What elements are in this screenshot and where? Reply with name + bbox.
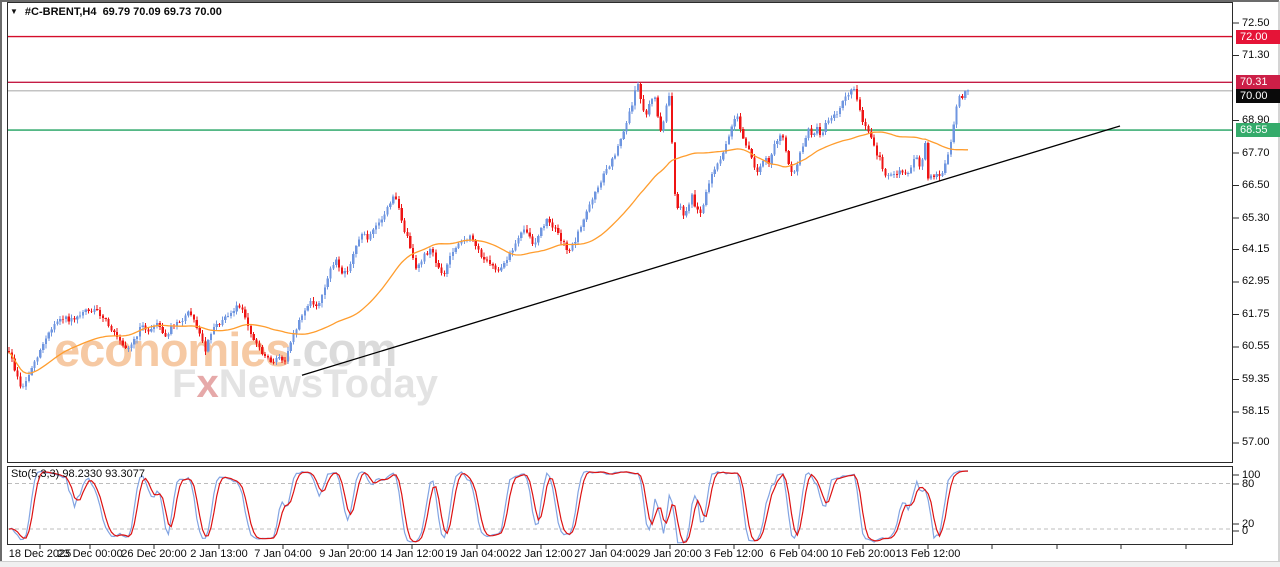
moving-average-line [8, 131, 968, 375]
sto-k-line [8, 470, 969, 544]
bottom-window-strip [0, 561, 1280, 567]
watermark-brand-text: economies [54, 323, 292, 376]
symbol-name: #C-BRENT,H4 [24, 6, 97, 18]
stochastic-indicator-label: Sto(5,3,3) 98.2330 93.3077 [11, 468, 145, 480]
chart-title-row: ▼ #C-BRENT,H4 69.79 70.09 69.73 70.00 [10, 6, 222, 18]
ascending-trendline[interactable] [301, 125, 1121, 376]
watermark-sub-post: NewsToday [218, 362, 439, 406]
axis-ticks [39, 22, 1239, 549]
symbol-dropdown-icon[interactable]: ▼ [10, 7, 18, 16]
main-panel-frame [7, 2, 1233, 463]
watermark-x-icon: x [196, 362, 219, 406]
sto-d-line [8, 470, 968, 544]
ohlc-values: 69.79 70.09 69.73 70.00 [102, 6, 222, 18]
watermark-sub-pre: F [172, 362, 197, 406]
candles-layer [8, 82, 970, 391]
stochastic-panel-layer [8, 470, 1232, 544]
main-panel-layer [8, 35, 1232, 391]
watermark-fxnewstoday: FxNewsToday [172, 364, 438, 404]
stochastic-panel-frame [7, 466, 1233, 545]
